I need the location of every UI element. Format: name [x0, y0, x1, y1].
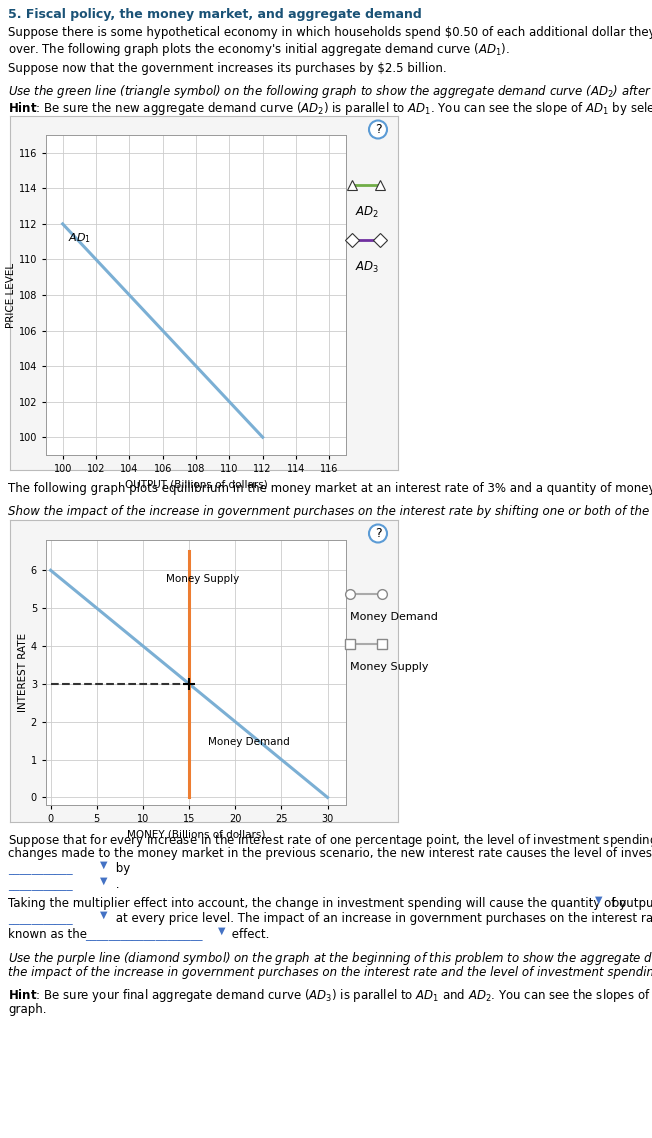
Text: Suppose that for every increase in the interest rate of one percentage point, th: Suppose that for every increase in the i…: [8, 832, 652, 849]
Y-axis label: INTEREST RATE: INTEREST RATE: [18, 633, 28, 712]
Text: graph.: graph.: [8, 1003, 46, 1016]
Text: Money Supply: Money Supply: [350, 662, 428, 673]
Text: changes made to the money market in the previous scenario, the new interest rate: changes made to the money market in the …: [8, 847, 652, 860]
Text: ▼: ▼: [595, 894, 602, 905]
Text: ?: ?: [375, 123, 381, 137]
Text: effect.: effect.: [228, 927, 269, 941]
Text: The following graph plots equilibrium in the money market at an interest rate of: The following graph plots equilibrium in…: [8, 483, 652, 495]
X-axis label: OUTPUT (Billions of dollars): OUTPUT (Billions of dollars): [125, 479, 267, 489]
Text: at every price level. The impact of an increase in government purchases on the i: at every price level. The impact of an i…: [112, 912, 652, 925]
Text: $\bf{Hint}$: Be sure your final aggregate demand curve ($\mathit{AD}_3$) is para: $\bf{Hint}$: Be sure your final aggregat…: [8, 987, 652, 1004]
Text: Use the purple line (diamond symbol) on the graph at the beginning of this probl: Use the purple line (diamond symbol) on …: [8, 950, 652, 967]
Text: Use the green line (triangle symbol) on the following graph to show the aggregat: Use the green line (triangle symbol) on …: [8, 83, 652, 100]
Text: ▼: ▼: [100, 860, 108, 869]
Text: Show the impact of the increase in government purchases on the interest rate by : Show the impact of the increase in gover…: [8, 505, 652, 518]
Text: by: by: [608, 897, 627, 910]
Text: ___________: ___________: [8, 879, 72, 891]
Text: ____________________: ____________________: [85, 927, 203, 941]
Text: by: by: [112, 861, 130, 875]
Text: Taking the multiplier effect into account, the change in investment spending wil: Taking the multiplier effect into accoun…: [8, 897, 652, 910]
Text: ___________: ___________: [8, 861, 72, 875]
Text: known as the: known as the: [8, 927, 87, 941]
Text: .: .: [112, 879, 119, 891]
Text: ▼: ▼: [100, 910, 108, 920]
Text: $\bf{Hint}$: Be sure the new aggregate demand curve ($\mathit{AD}_2$) is paralle: $\bf{Hint}$: Be sure the new aggregate d…: [8, 100, 652, 117]
Text: $\mathit{AD}_3$: $\mathit{AD}_3$: [355, 259, 379, 275]
Text: over. The following graph plots the economy's initial aggregate demand curve ($\: over. The following graph plots the econ…: [8, 41, 510, 58]
Text: 5. Fiscal policy, the money market, and aggregate demand: 5. Fiscal policy, the money market, and …: [8, 8, 422, 20]
Text: ▼: ▼: [100, 876, 108, 887]
X-axis label: MONEY (Billions of dollars): MONEY (Billions of dollars): [126, 830, 265, 840]
Text: ___________: ___________: [8, 912, 72, 925]
Text: ▼: ▼: [218, 926, 226, 935]
Text: Suppose there is some hypothetical economy in which households spend \$0.50 of e: Suppose there is some hypothetical econo…: [8, 26, 652, 39]
Text: the impact of the increase in government purchases on the interest rate and the : the impact of the increase in government…: [8, 966, 652, 979]
Text: Money Supply: Money Supply: [166, 574, 239, 584]
Text: Money Demand: Money Demand: [207, 737, 289, 747]
Text: $\mathit{AD}_1$: $\mathit{AD}_1$: [68, 231, 91, 245]
Text: $\mathit{AD}_2$: $\mathit{AD}_2$: [355, 205, 379, 220]
Y-axis label: PRICE LEVEL: PRICE LEVEL: [6, 263, 16, 328]
Text: ?: ?: [375, 527, 381, 541]
Text: Money Demand: Money Demand: [350, 612, 438, 622]
Text: Suppose now that the government increases its purchases by \$2.5 billion.: Suppose now that the government increase…: [8, 61, 447, 75]
